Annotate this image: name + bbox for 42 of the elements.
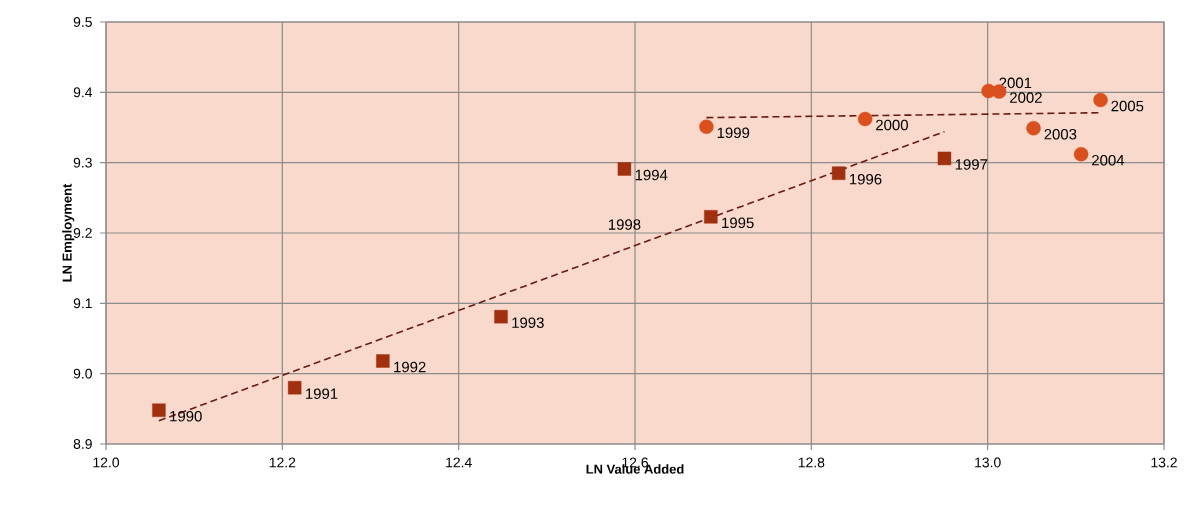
annotation: 1993 xyxy=(512,317,544,328)
annotation: 2000 xyxy=(876,119,908,131)
y-tick-label: 8.9 xyxy=(73,439,92,449)
point xyxy=(857,111,873,127)
y-tick-label: 9.4 xyxy=(73,87,93,98)
annotation: 2004 xyxy=(1092,154,1125,166)
annotation: 1992 xyxy=(394,361,426,373)
y-tick-label: 9.3 xyxy=(73,157,92,168)
annotation: 1991 xyxy=(306,388,338,399)
point xyxy=(937,151,952,166)
x-tick-label: 13.2 xyxy=(1151,457,1177,468)
y-tick-label: 9.5 xyxy=(73,17,92,27)
point xyxy=(152,403,166,417)
annotation: 1995 xyxy=(722,217,754,229)
y-tick-label: 9.0 xyxy=(73,368,92,379)
annotation: 1996 xyxy=(850,173,882,185)
annotation: 1997 xyxy=(955,159,988,170)
point xyxy=(1026,120,1041,136)
x-tick-label: 12.4 xyxy=(446,457,472,468)
point xyxy=(287,381,302,395)
point xyxy=(494,309,508,324)
point xyxy=(699,119,714,134)
annotation: 1994 xyxy=(635,169,668,181)
y-axis-title: LN Employment xyxy=(62,183,75,282)
y-tick-label: 9.1 xyxy=(73,298,92,309)
point xyxy=(1093,92,1108,108)
annotation: 1990 xyxy=(170,410,202,422)
annotation: 2005 xyxy=(1111,100,1144,112)
x-tick-label: 12.0 xyxy=(93,457,120,468)
y-tick-label: 9.2 xyxy=(73,228,92,238)
x-tick-label: 12.2 xyxy=(269,457,296,468)
x-tick-label: 12.8 xyxy=(798,457,825,468)
annotation: 1999 xyxy=(717,127,750,139)
annotation: 1998 xyxy=(608,219,641,230)
point xyxy=(1073,147,1089,162)
point xyxy=(376,354,390,368)
annotation: 2003 xyxy=(1044,128,1077,140)
point xyxy=(831,166,846,180)
x-tick-label: 13.0 xyxy=(975,457,1001,468)
annotation: 2002 xyxy=(1010,92,1042,103)
point xyxy=(704,210,718,224)
point xyxy=(617,162,632,176)
